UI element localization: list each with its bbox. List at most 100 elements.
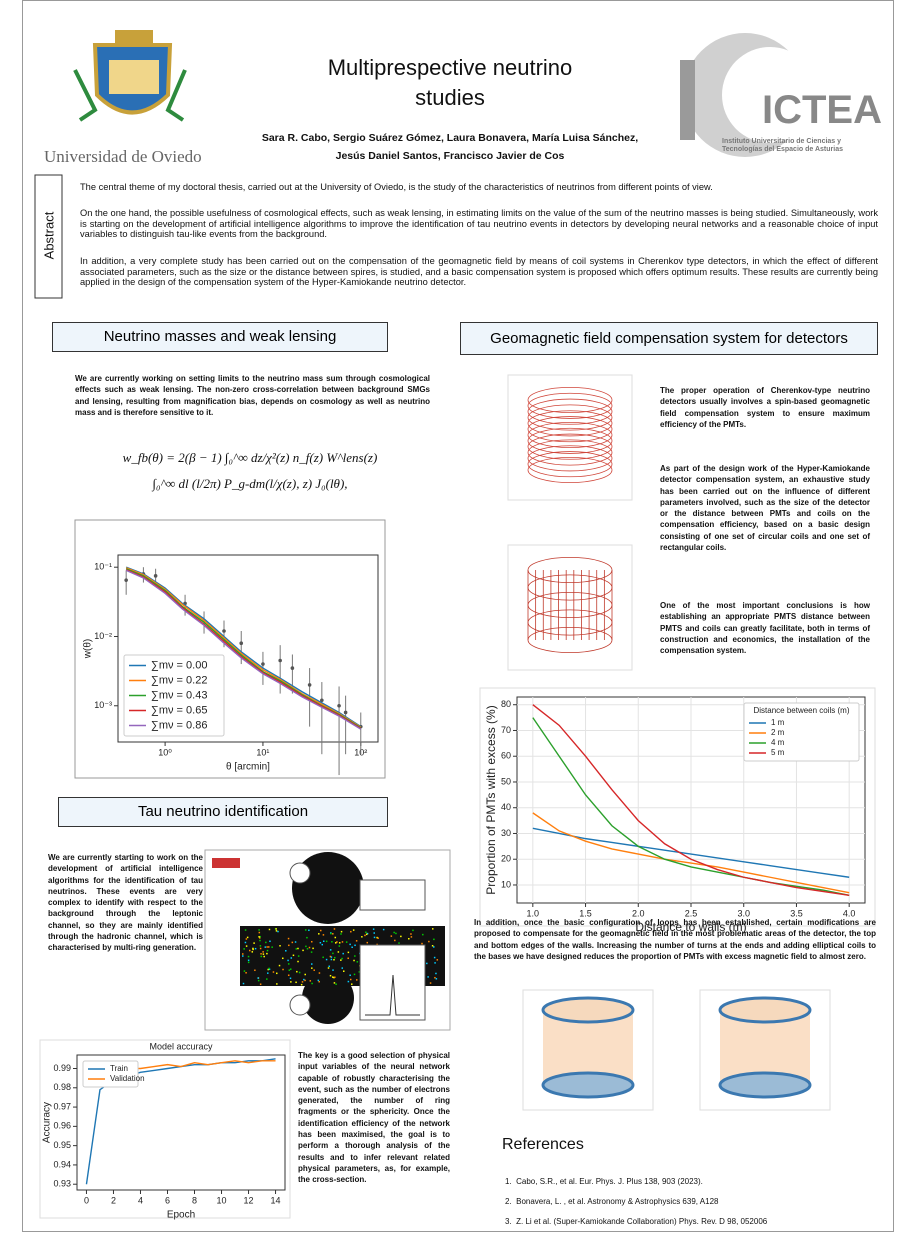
y-tick-label: 10	[501, 879, 511, 889]
formula-line: w_fb(θ) = 2(β − 1) ∫₀^∞ dz/χ²(z) n_f(z) …	[100, 445, 400, 471]
hit	[322, 944, 324, 946]
hit	[331, 959, 333, 961]
hit	[242, 953, 244, 955]
hit	[296, 971, 298, 973]
hit	[255, 948, 256, 950]
hit	[297, 948, 299, 950]
data-point	[261, 662, 265, 666]
hit	[311, 963, 313, 965]
y-tick-label: 40	[501, 802, 511, 812]
hit	[287, 960, 289, 962]
axes-box	[508, 375, 632, 500]
hit	[277, 931, 279, 933]
data-point	[124, 578, 128, 582]
section-text: As part of the design work of the Hyper-…	[660, 463, 870, 553]
y-tick-label: 0.94	[53, 1159, 71, 1169]
hit	[257, 977, 259, 979]
hit	[313, 969, 315, 971]
hit	[258, 936, 260, 938]
hit	[311, 967, 313, 969]
hit	[356, 940, 358, 942]
hit	[252, 948, 254, 950]
abstract-paragraph: The central theme of my doctoral thesis,…	[80, 182, 878, 193]
hit	[391, 935, 393, 937]
hit	[353, 929, 355, 931]
data-point	[291, 666, 295, 670]
hit	[306, 937, 308, 939]
hit	[266, 978, 268, 980]
hit	[374, 937, 376, 939]
hit	[309, 947, 311, 949]
hit	[334, 982, 336, 984]
hit	[245, 929, 247, 931]
tank	[720, 998, 810, 1022]
x-axis-label: Epoch	[167, 1210, 195, 1221]
hit	[259, 940, 261, 942]
hit	[354, 974, 356, 976]
y-axis-label: Proportion of PMTs with excess (%)	[484, 705, 498, 894]
formula-line: ∫₀^∞ dl (l/2π) P_g-dm(l/χ(z), z) J₀(lθ),	[100, 471, 400, 497]
hit	[292, 942, 294, 944]
x-tick-label: 10	[217, 1195, 227, 1205]
hit	[332, 953, 334, 955]
hit	[244, 970, 246, 972]
hit	[248, 956, 250, 958]
abstract-label: Abstract	[42, 196, 57, 276]
hit	[260, 983, 262, 985]
hit	[259, 932, 261, 934]
x-tick-label: 10⁰	[158, 747, 172, 757]
hit	[330, 975, 332, 977]
y-tick-label: 0.97	[53, 1101, 71, 1111]
title-line: Multiprespective neutrino	[240, 53, 660, 83]
hit	[437, 959, 439, 961]
hit	[335, 937, 337, 939]
references-list: 1. Cabo, S.R., et al. Eur. Phys. J. Plus…	[505, 1172, 767, 1232]
legend-label: 2 m	[771, 728, 785, 737]
hit	[340, 933, 342, 935]
hit	[427, 976, 429, 978]
hit	[332, 976, 334, 978]
section-heading: Geomagnetic field compensation system fo…	[460, 322, 878, 355]
hit	[330, 956, 332, 958]
hit	[279, 945, 281, 947]
formula: w_fb(θ) = 2(β − 1) ∫₀^∞ dz/χ²(z) n_f(z) …	[100, 445, 400, 497]
hit	[330, 949, 332, 951]
hit	[408, 938, 410, 940]
y-tick-label: 0.96	[53, 1121, 71, 1131]
hit	[347, 958, 349, 960]
hit	[338, 951, 340, 953]
hit	[400, 936, 402, 938]
title-line: studies	[240, 83, 660, 113]
data-point	[337, 704, 341, 708]
hit	[253, 942, 255, 944]
hit	[279, 965, 281, 967]
institute-line: Tecnologías del Espacio de Asturias	[722, 146, 843, 154]
section-text: The proper operation of Cherenkov-type n…	[660, 385, 870, 430]
hit	[304, 974, 306, 976]
y-tick-label: 80	[501, 699, 511, 709]
hit	[434, 962, 436, 964]
hit	[349, 944, 351, 946]
hit	[342, 941, 344, 943]
y-tick-label: 10⁻²	[94, 631, 112, 641]
hit	[364, 935, 366, 937]
reference-number: 2.	[505, 1197, 512, 1206]
x-tick-label: 10¹	[256, 747, 269, 757]
authors: Sara R. Cabo, Sergio Suárez Gómez, Laura…	[210, 129, 690, 165]
x-tick-label: 2	[111, 1195, 116, 1205]
hit	[432, 945, 434, 947]
hit	[330, 933, 332, 935]
event-display	[205, 850, 450, 1030]
hit	[412, 930, 414, 932]
hit	[263, 956, 265, 958]
hit	[263, 953, 265, 955]
hit	[293, 955, 295, 957]
hit	[373, 932, 375, 934]
hit	[267, 950, 269, 952]
hit	[351, 983, 353, 985]
hit	[266, 946, 268, 948]
hit	[268, 946, 270, 948]
section-text: We are currently starting to work on the…	[48, 852, 203, 954]
hit	[271, 946, 273, 948]
poster: 10⁰10¹10²10⁻³10⁻²10⁻¹θ [arcmin]w(θ)∑mν =…	[0, 0, 905, 1243]
